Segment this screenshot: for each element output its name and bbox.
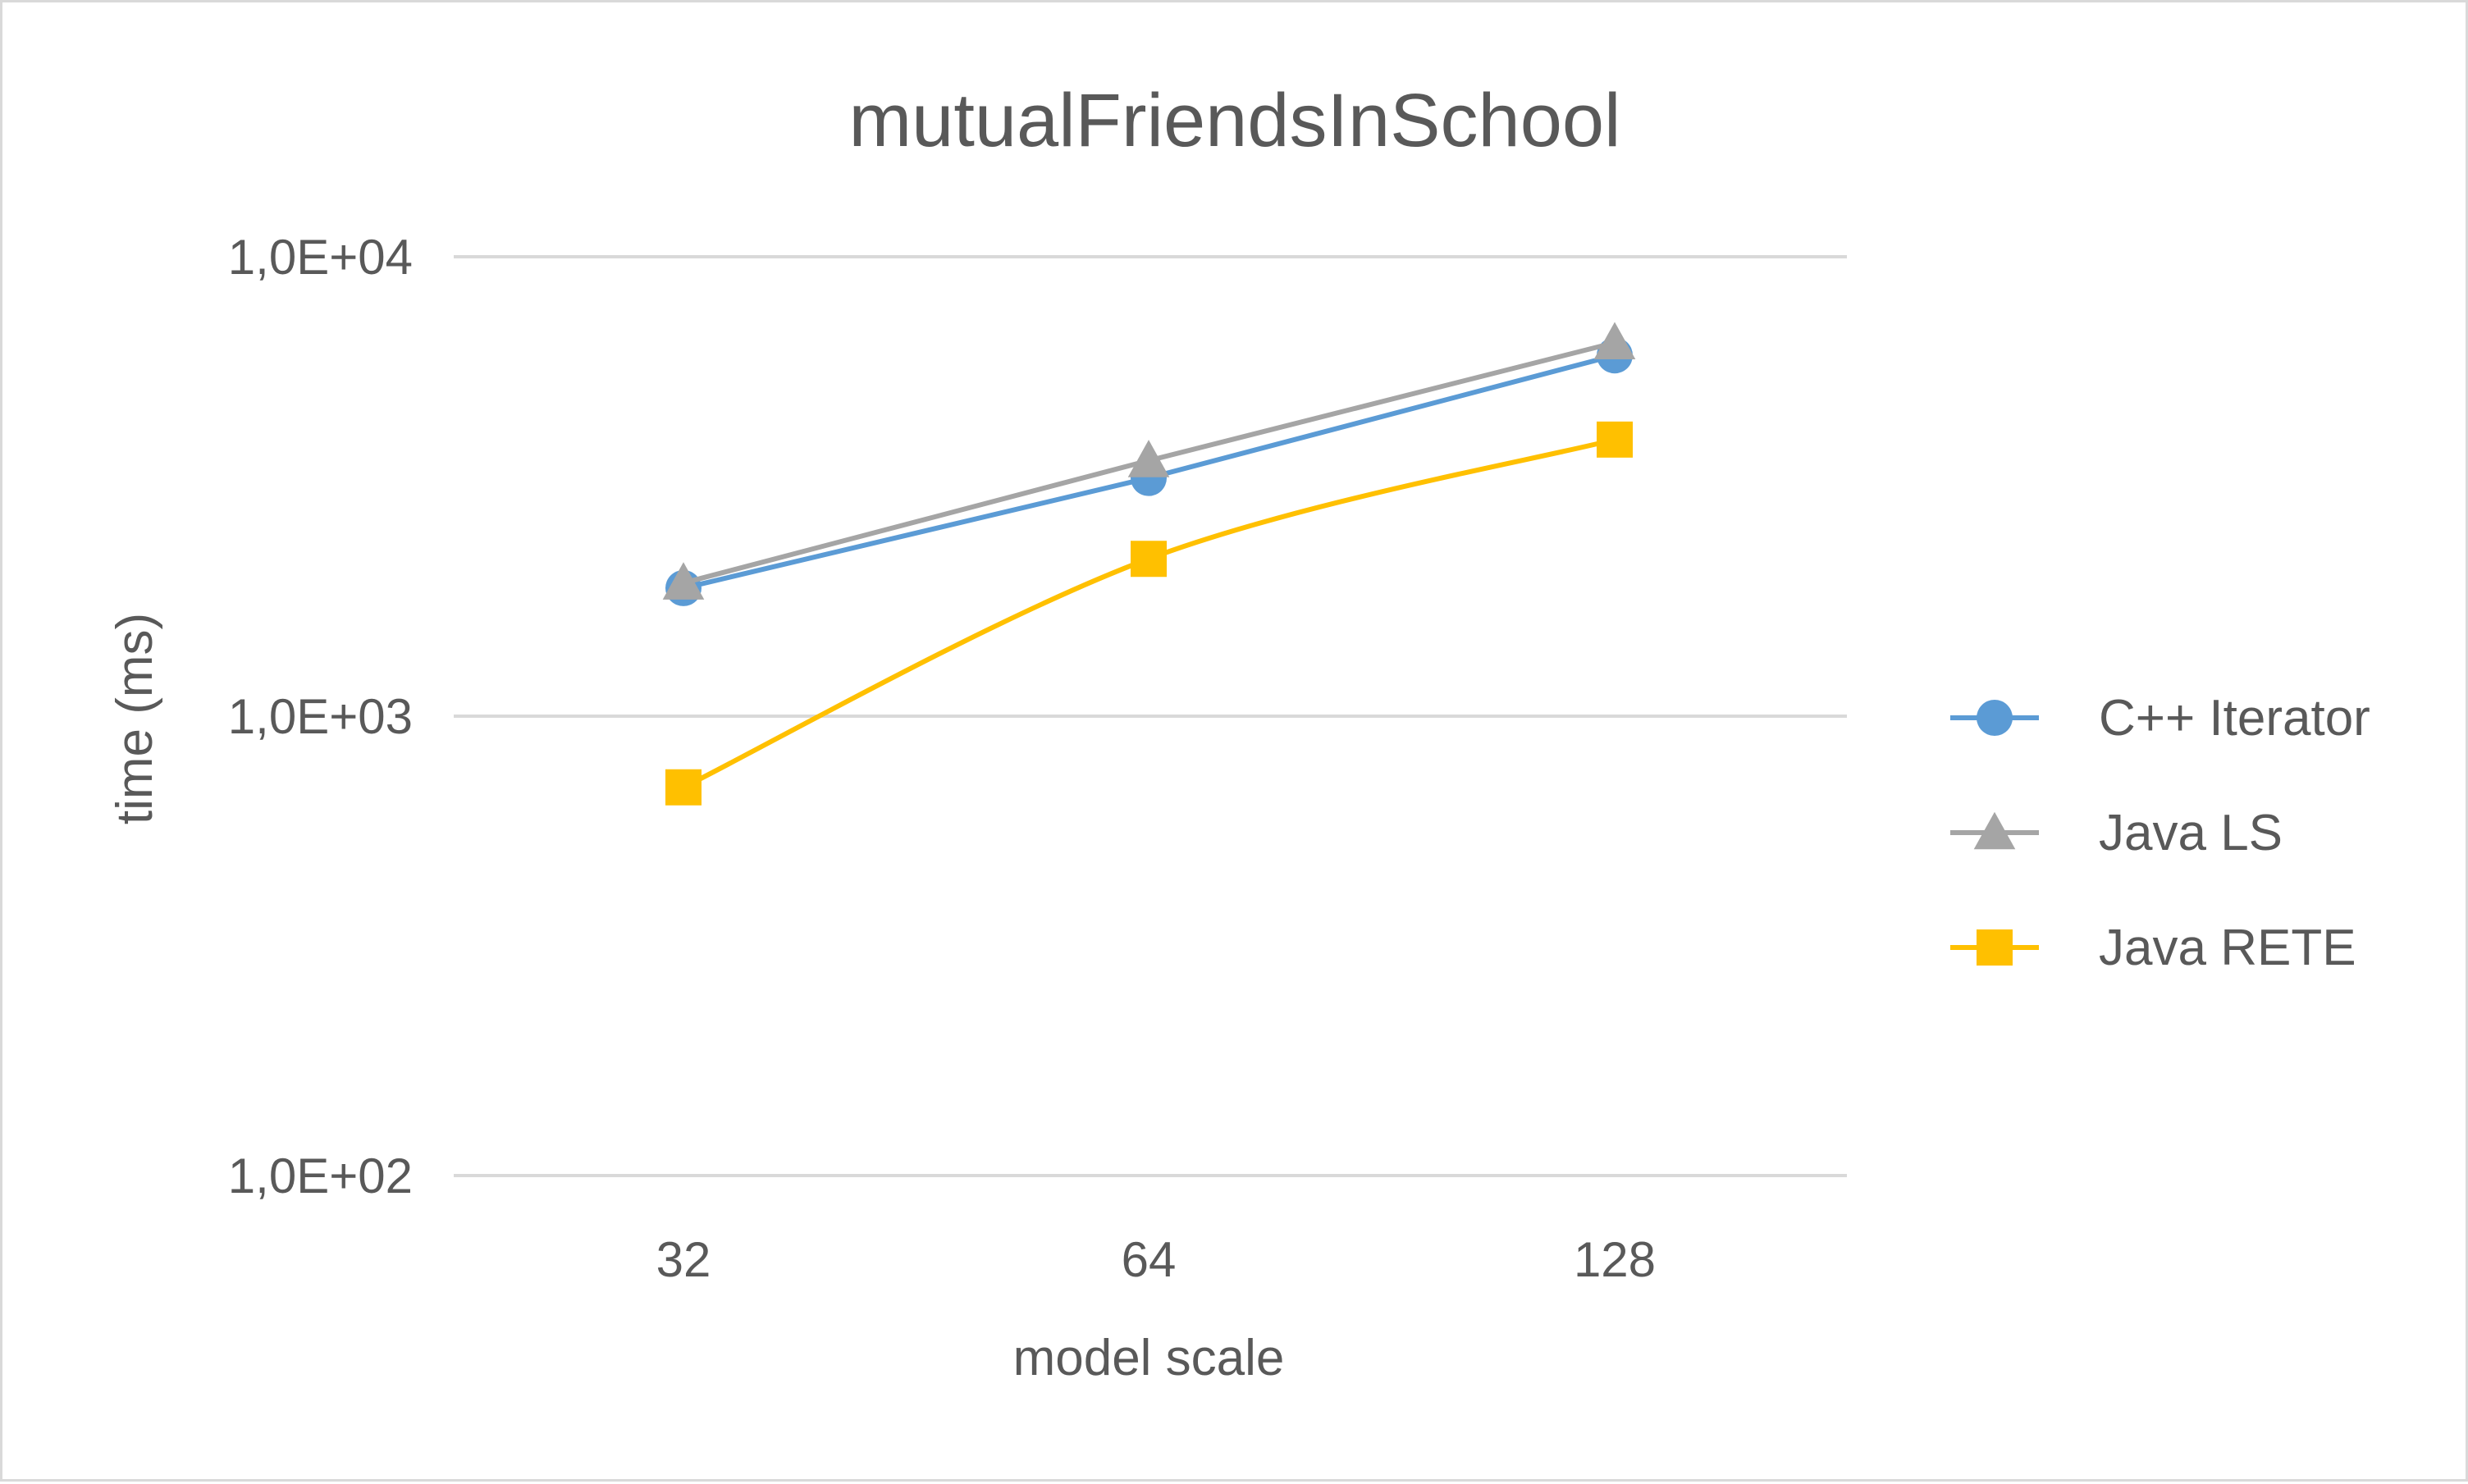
y-axis-ticks: 1,0E+04 1,0E+03 1,0E+02: [228, 230, 413, 1203]
data-point-java-rete-1: [1131, 541, 1167, 578]
legend-item-java-rete: Java RETE: [1950, 920, 2356, 976]
legend-item-c-iterator: C++ Iterator: [1950, 690, 2370, 747]
y-axis-title: time (ms): [107, 613, 163, 824]
y-tick-label-0: 1,0E+04: [228, 230, 413, 285]
gridlines: [454, 255, 1847, 1177]
legend-marker-java-rete: [1977, 929, 2013, 966]
legend-label-c-iterator: C++ Iterator: [2099, 690, 2370, 747]
legend-label-java-ls: Java LS: [2099, 805, 2283, 861]
chart-title: mutualFriendsInSchool: [849, 79, 1621, 162]
x-axis-title: model scale: [1013, 1330, 1285, 1386]
series-java-ls: [662, 322, 1636, 600]
legend-marker-c-iterator: [1977, 700, 2013, 736]
legend: C++ Iterator Java LS Java RETE: [1950, 690, 2370, 976]
x-tick-label-1: 64: [1122, 1232, 1177, 1287]
legend-marker-java-ls: [1973, 811, 2016, 850]
series-layer: [662, 322, 1636, 806]
x-tick-label-2: 128: [1574, 1232, 1656, 1287]
x-tick-label-0: 32: [656, 1232, 711, 1287]
data-point-java-ls-2: [1593, 322, 1636, 360]
x-axis-ticks: 32 64 128: [656, 1232, 1656, 1287]
data-point-java-ls-1: [1127, 440, 1170, 477]
y-tick-label-1: 1,0E+03: [228, 689, 413, 744]
legend-item-java-ls: Java LS: [1950, 805, 2283, 861]
data-point-java-ls-0: [662, 562, 705, 600]
series-java-rete: [665, 421, 1633, 806]
data-point-java-rete-0: [665, 769, 702, 806]
legend-label-java-rete: Java RETE: [2099, 920, 2356, 976]
y-tick-label-2: 1,0E+02: [228, 1148, 413, 1203]
data-point-java-rete-2: [1597, 421, 1633, 458]
